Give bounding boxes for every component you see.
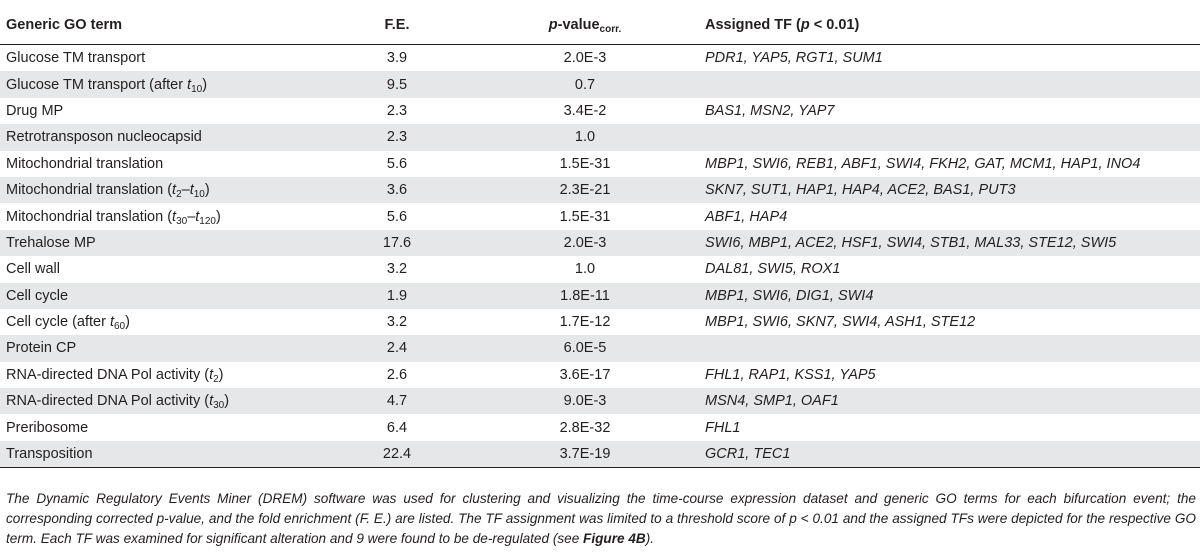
- table-body: Glucose TM transport 3.9 2.0E-3 PDR1, YAP5,…: [0, 45, 1200, 469]
- pvalue-cell: 2.0E-3: [563, 50, 607, 67]
- assigned-tf-cell: [705, 335, 1200, 361]
- go-term-cell: Trehalose MP: [6, 234, 96, 251]
- pvalue-cell: 0.7: [574, 76, 596, 93]
- fe-cell: 3.2: [386, 261, 408, 278]
- go-term-cell: Cell cycle: [6, 287, 69, 304]
- assigned-tf-cell: MBP1, SWI6, SKN7, SWI4, ASH1, STE12: [705, 314, 976, 331]
- table-row: Retrotransposon nucleocapsid 2.3 1.0: [0, 124, 1200, 151]
- assigned-tf-cell: FHL1: [705, 419, 741, 436]
- table-row: Cell cycle (after t60) 3.2 1.7E-12 MBP1, SW…: [0, 309, 1200, 335]
- fe-cell: 2.3: [386, 129, 408, 146]
- header-fe: F.E.: [329, 6, 465, 45]
- go-term-cell: RNA-directed DNA Pol activity (t2): [6, 366, 224, 385]
- fe-cell: 22.4: [329, 440, 465, 469]
- go-term-cell: Mitochondrial translation (t2–t10): [6, 182, 210, 201]
- assigned-tf-cell: GCR1, TEC1: [705, 440, 1200, 469]
- table-row: Trehalose MP 17.6 2.0E-3 SWI6, MBP1, ACE2, …: [0, 229, 1200, 257]
- table-row: Protein CP 2.4 6.0E-5: [0, 335, 1200, 362]
- go-term-table: Generic GO term F.E. p-valuecorr. Assign…: [0, 6, 1200, 469]
- table-row: Drug MP 2.3 3.4E-2 BAS1, MSN2, YAP7: [0, 98, 1200, 124]
- table-row: Cell wall 3.2 1.0 DAL81, SWI5, ROX1: [0, 256, 1200, 282]
- assigned-tf-cell: SWI6, MBP1, ACE2, HSF1, SWI4, STB1, MAL3…: [705, 234, 1117, 251]
- table-row: Transposition 22.4 3.7E-19 GCR1, TEC1: [0, 440, 1200, 469]
- table-caption: The Dynamic Regulatory Events Miner (DRE…: [6, 491, 1196, 546]
- fe-cell: 5.6: [386, 155, 408, 172]
- pvalue-cell: 1.8E-11: [560, 287, 610, 304]
- table-row: Preribosome 6.4 2.8E-32 FHL1: [0, 414, 1200, 440]
- header-row: Generic GO term F.E. p-valuecorr. Assign…: [0, 6, 1200, 45]
- go-term-cell: Preribosome: [6, 419, 89, 436]
- go-term-cell: Retrotransposon nucleocapsid: [6, 129, 202, 146]
- assigned-tf-cell: FHL1, RAP1, KSS1, YAP5: [705, 366, 876, 383]
- table-row: Glucose TM transport (after t10) 9.5 0.7: [0, 71, 1200, 98]
- fe-cell: 6.4: [386, 419, 408, 436]
- fe-cell: 3.2: [386, 314, 408, 331]
- assigned-tf-cell: ABF1, HAP4: [705, 208, 788, 225]
- table-row: Mitochondrial translation (t30–t120) 5.6 1…: [0, 203, 1200, 229]
- pvalue-cell: 1.5E-31: [559, 208, 611, 225]
- fe-cell: 17.6: [382, 234, 412, 251]
- assigned-tf-cell: MBP1, SWI6, REB1, ABF1, SWI4, FKH2, GAT,…: [705, 155, 1141, 172]
- assigned-tf-cell: MBP1, SWI6, DIG1, SWI4: [705, 287, 874, 304]
- pvalue-cell: 2.3E-21: [559, 182, 611, 199]
- fe-cell: 2.3: [386, 102, 408, 119]
- pvalue-cell: 3.7E-19: [465, 440, 705, 469]
- go-term-cell: Glucose TM transport: [6, 50, 146, 67]
- fe-cell: 9.5: [386, 76, 408, 93]
- header-go-term: Generic GO term: [0, 6, 329, 45]
- table-row: Glucose TM transport 3.9 2.0E-3 PDR1, YAP5,…: [0, 45, 1200, 72]
- pvalue-cell: 1.5E-31: [559, 155, 611, 172]
- pvalue-cell: 2.0E-3: [563, 234, 607, 251]
- pvalue-cell: 1.0: [574, 261, 596, 278]
- go-term-cell: Drug MP: [6, 102, 64, 119]
- pvalue-cell: 3.4E-2: [563, 102, 607, 119]
- go-term-cell: Mitochondrial translation (t30–t120): [6, 208, 221, 227]
- header-pvalue: p-valuecorr.: [465, 6, 705, 45]
- pvalue-cell: 1.7E-12: [559, 314, 611, 331]
- go-term-cell: RNA-directed DNA Pol activity (t30): [6, 393, 230, 412]
- table-row: Cell cycle 1.9 1.8E-11 MBP1, SWI6, DIG1, SW…: [0, 282, 1200, 309]
- assigned-tf-cell: DAL81, SWI5, ROX1: [705, 261, 841, 278]
- header-assigned-tf: Assigned TF (p < 0.01): [705, 6, 1200, 45]
- assigned-tf-cell: BAS1, MSN2, YAP7: [705, 102, 835, 119]
- go-term-cell: Transposition: [0, 440, 329, 469]
- assigned-tf-cell: [705, 71, 1200, 97]
- fe-cell: 1.9: [386, 287, 408, 304]
- assigned-tf-cell: PDR1, YAP5, RGT1, SUM1: [705, 50, 883, 67]
- go-term-cell: Cell wall: [6, 261, 60, 278]
- table-row: RNA-directed DNA Pol activity (t30) 4.7 9.…: [0, 388, 1200, 415]
- assigned-tf-cell: SKN7, SUT1, HAP1, HAP4, ACE2, BAS1, PUT3: [705, 182, 1016, 199]
- fe-cell: 2.4: [386, 340, 408, 357]
- fe-cell: 3.9: [386, 50, 408, 67]
- table-row: Mitochondrial translation (t2–t10) 3.6 2.3…: [0, 176, 1200, 204]
- go-term-cell: Glucose TM transport (after t10): [6, 76, 208, 95]
- assigned-tf-cell: [705, 124, 1200, 150]
- pvalue-cell: 6.0E-5: [563, 340, 607, 357]
- fe-cell: 2.6: [386, 366, 408, 383]
- fe-cell: 3.6: [386, 182, 408, 199]
- assigned-tf-cell: MSN4, SMP1, OAF1: [705, 393, 839, 410]
- go-term-cell: Protein CP: [6, 340, 77, 357]
- fe-cell: 5.6: [386, 208, 408, 225]
- fe-cell: 4.7: [386, 393, 408, 410]
- figure-reference: Figure 4B: [583, 531, 646, 546]
- pvalue-cell: 9.0E-3: [563, 393, 607, 410]
- go-term-cell: Cell cycle (after t60): [6, 314, 130, 333]
- go-term-cell: Mitochondrial translation: [6, 155, 164, 172]
- pvalue-cell: 3.6E-17: [559, 366, 611, 383]
- table-row: Mitochondrial translation 5.6 1.5E-31 MBP1,…: [0, 151, 1200, 177]
- pvalue-cell: 1.0: [574, 129, 596, 146]
- pvalue-cell: 2.8E-32: [559, 419, 611, 436]
- table-row: RNA-directed DNA Pol activity (t2) 2.6 3.6…: [0, 362, 1200, 388]
